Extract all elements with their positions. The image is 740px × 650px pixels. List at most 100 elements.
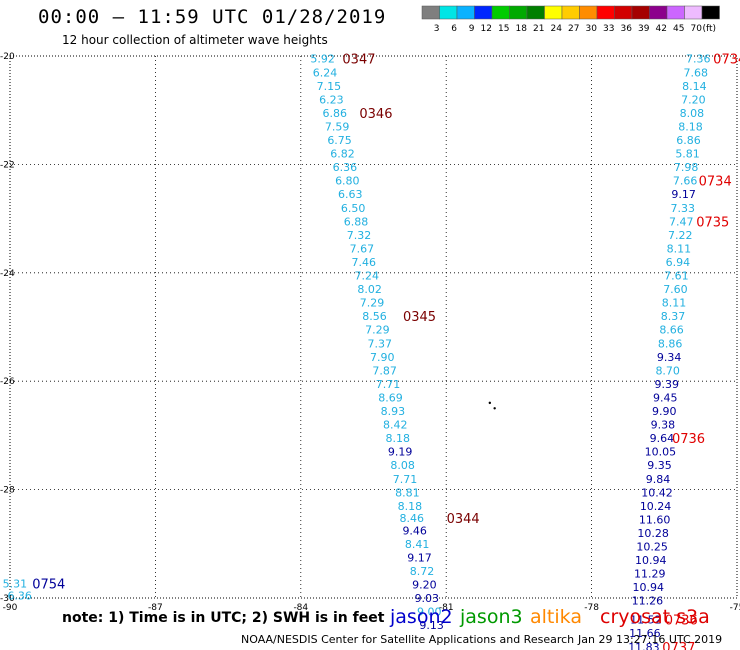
wave-height-label: 7.71	[393, 473, 418, 486]
wave-height-label: 6.80	[335, 175, 360, 188]
legend-tick-label: 36	[621, 24, 633, 34]
legend-tick-label: 12	[481, 24, 492, 34]
wave-height-label: 11.83	[628, 641, 660, 650]
wave-height-label: 7.29	[360, 297, 385, 310]
wave-height-label: 6.86	[676, 134, 701, 147]
wave-height-label: 9.84	[646, 473, 671, 486]
latitude-tick-label: -24	[0, 269, 15, 279]
wave-height-label: 6.50	[341, 202, 366, 215]
wave-height-label: 6.75	[327, 134, 352, 147]
wave-height-label: 7.68	[684, 66, 709, 79]
latitude-tick-label: -30	[0, 594, 15, 604]
wave-height-label: 7.98	[674, 161, 699, 174]
wave-height-label: 8.56	[362, 310, 387, 323]
pass-time-label: 0346	[359, 107, 392, 122]
legend-tick-label: 42	[656, 24, 667, 34]
wave-height-label: 8.18	[398, 500, 423, 513]
satellite-jason2-label: jason2	[390, 606, 453, 628]
wave-height-label: 9.46	[402, 524, 427, 537]
wave-height-label: 9.17	[671, 188, 696, 201]
wave-height-label: 9.39	[654, 378, 679, 391]
wave-height-label: 10.94	[635, 554, 667, 567]
pass-time-label: 0344	[447, 512, 480, 527]
wave-height-label: 7.90	[370, 351, 395, 364]
longitude-tick-label: -75	[730, 603, 740, 613]
wave-height-label: 8.08	[390, 459, 415, 472]
wave-height-label: 6.23	[319, 93, 344, 106]
generation-timestamp: Jan 29 13:27:16 UTC 2019	[578, 633, 723, 646]
wave-height-label: 8.37	[661, 310, 686, 323]
latitude-tick-label: -22	[0, 160, 15, 170]
wave-height-label: 8.02	[357, 283, 382, 296]
wave-height-label: 6.94	[666, 256, 691, 269]
wave-height-label: 5.31	[3, 577, 28, 590]
wave-height-label: 7.20	[681, 93, 706, 106]
wave-height-label: 7.29	[365, 324, 390, 337]
longitude-tick-label: -78	[584, 603, 599, 613]
wave-height-label: 7.37	[368, 337, 393, 350]
wave-height-label: 8.42	[383, 419, 408, 432]
wave-height-label: 11.29	[634, 568, 666, 581]
wave-height-label: 9.45	[653, 391, 678, 404]
legend-tick-label: 9	[469, 24, 475, 34]
latitude-tick-label: -20	[0, 52, 15, 62]
wave-height-label: 11.60	[639, 513, 671, 526]
wave-height-label: 7.60	[663, 283, 688, 296]
wave-height-label: 6.36	[7, 589, 32, 602]
wave-height-label: 10.42	[641, 486, 673, 499]
legend-tick-label: 70	[691, 24, 703, 34]
wave-height-label: 8.46	[400, 512, 425, 525]
wave-height-label: 6.24	[313, 66, 338, 79]
pass-time-label: 0735	[696, 215, 729, 230]
wave-height-label: 9.19	[388, 446, 413, 459]
wave-height-label: 7.36	[686, 53, 711, 66]
wave-height-label: 6.82	[330, 148, 355, 161]
wave-height-label: 9.17	[407, 551, 432, 564]
longitude-tick-label: -81	[439, 603, 454, 613]
wave-height-label: 8.72	[410, 565, 435, 578]
wave-height-label: 10.25	[636, 541, 668, 554]
legend-tick-label: 27	[568, 24, 579, 34]
wave-height-label: 8.69	[378, 391, 403, 404]
wave-height-label: 7.87	[372, 364, 397, 377]
wave-height-label: 8.18	[678, 120, 703, 133]
ocean-marker	[488, 401, 492, 405]
latitude-tick-label: -28	[0, 486, 15, 496]
pass-time-label: 0737	[662, 641, 695, 650]
pass-time-label: 0754	[32, 577, 65, 592]
pass-time-label: 0736	[665, 614, 698, 629]
wave-height-label: 8.70	[655, 364, 680, 377]
satellite-cryosat-label: cryosat s3a	[600, 606, 710, 628]
longitude-tick-label: -90	[3, 603, 18, 613]
legend-tick-label: 18	[516, 24, 528, 34]
wave-height-label: 8.14	[682, 80, 707, 93]
wave-height-label: 5.92	[310, 53, 335, 66]
pass-time-label: 0345	[403, 310, 436, 325]
wave-height-label: 9.64	[650, 432, 675, 445]
wave-height-label: 9.00	[417, 606, 442, 619]
wave-height-label: 10.24	[640, 500, 672, 513]
satellite-altika-label: altika	[530, 606, 582, 628]
wave-height-label: 9.35	[647, 459, 672, 472]
wave-height-label: 7.46	[352, 256, 377, 269]
wave-height-label: 7.15	[317, 80, 342, 93]
longitude-tick-label: -87	[148, 603, 163, 613]
wave-height-label: 6.86	[322, 107, 347, 120]
wave-height-label: 7.22	[668, 229, 693, 242]
map-frame	[9, 55, 738, 599]
wave-height-label: 7.32	[347, 229, 372, 242]
wave-height-label: 5.81	[675, 148, 700, 161]
wave-height-label: 7.47	[669, 215, 694, 228]
wave-height-label: 7.24	[354, 270, 379, 283]
legend-tick-label: 24	[551, 24, 563, 34]
wave-height-label: 8.08	[680, 107, 705, 120]
wave-height-label: 8.11	[667, 242, 692, 255]
wave-height-label: 10.05	[645, 446, 677, 459]
wave-height-label: 11.52	[630, 614, 662, 627]
wave-height-label: 9.20	[412, 578, 437, 591]
wave-height-label: 7.59	[325, 120, 350, 133]
legend-unit-label: (ft)	[702, 24, 716, 34]
ocean-marker	[493, 407, 496, 410]
legend-tick-label: 6	[451, 24, 457, 34]
